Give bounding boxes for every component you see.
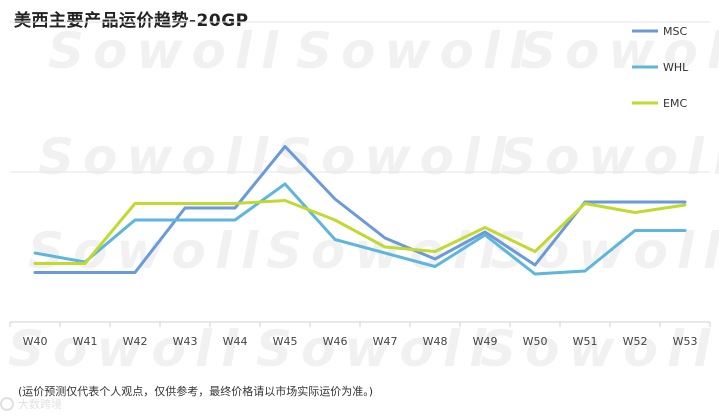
watermark: Sowoll	[28, 222, 268, 280]
x-tick-label: W46	[323, 335, 348, 348]
x-tick-label: W49	[473, 335, 498, 348]
x-tick-label: W40	[23, 335, 48, 348]
watermark: Sowoll	[8, 320, 248, 378]
legend-label-msc: MSC	[663, 25, 687, 38]
watermark: Sowoll	[296, 22, 536, 80]
x-tick-label: W47	[373, 335, 398, 348]
watermark: Sowoll	[520, 22, 719, 80]
series-lines	[33, 145, 687, 276]
x-tick-label: W41	[73, 335, 98, 348]
series-line-msc	[33, 145, 687, 274]
disclaimer-note: (运价预测仅代表个人观点，仅供参考，最终价格请以市场实际运价为准。)	[18, 385, 374, 398]
grid-lines	[10, 21, 710, 323]
logo-icon	[0, 397, 14, 411]
x-axis-labels: W40 W41 W42 W43 W44 W45 W46 W47 W48 W49 W50 W51 W52 W…	[23, 335, 698, 348]
watermark: Sowoll	[256, 320, 496, 378]
watermark: Sowoll	[500, 128, 719, 186]
logo-text: 大数跨境	[18, 398, 62, 411]
x-tick-label: W53	[673, 335, 698, 348]
x-tick-label: W42	[123, 335, 148, 348]
series-line-whl	[33, 182, 687, 276]
logo: 大数跨境	[0, 396, 62, 412]
legend-label-whl: WHL	[663, 61, 689, 74]
x-tick-label: W50	[523, 335, 548, 348]
x-tick-label: W45	[273, 335, 298, 348]
x-tick-label: W48	[423, 335, 448, 348]
series-line-emc	[33, 199, 687, 265]
x-tick-label: W52	[623, 335, 648, 348]
x-tick-label: W44	[223, 335, 248, 348]
watermark: Sowoll	[480, 320, 719, 378]
legend: MSC WHL EMC	[632, 25, 689, 110]
watermark: Sowoll	[38, 128, 278, 186]
legend-label-emc: EMC	[663, 97, 687, 110]
chart-title: 美西主要产品运价趋势-20GP	[14, 11, 249, 31]
x-axis-ticks	[9, 322, 711, 327]
x-tick-label: W43	[173, 335, 198, 348]
x-tick-label: W51	[573, 335, 598, 348]
watermark: Sowoll	[48, 22, 288, 80]
